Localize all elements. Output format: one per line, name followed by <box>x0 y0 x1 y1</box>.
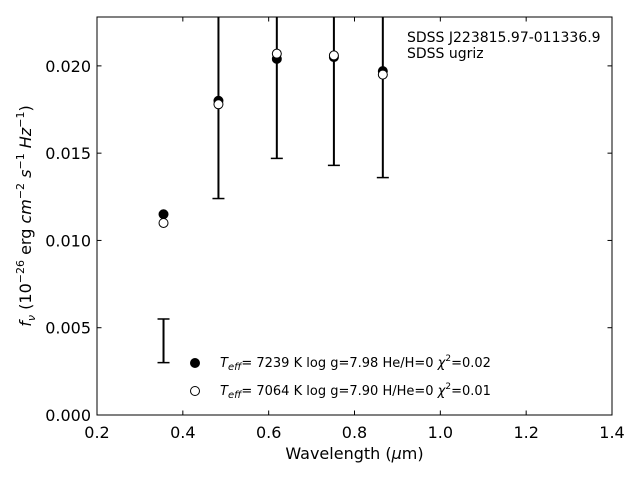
y-tick-label: 0.015 <box>45 144 91 163</box>
y-tick-label: 0.000 <box>45 406 91 425</box>
x-tick-label: 1.4 <box>599 423 624 442</box>
y-tick-label: 0.010 <box>45 231 91 250</box>
legend-entry-1: Teff= 7239 K log g=7.98 He/H=0 χ2=0.02 <box>220 354 491 373</box>
legend-marker-filled <box>190 358 200 368</box>
data-point-open <box>271 48 282 59</box>
x-tick-label: 0.6 <box>256 423 281 442</box>
y-tick-label: 0.005 <box>45 319 91 338</box>
y-tick-label: 0.020 <box>45 57 91 76</box>
legend: Teff= 7239 K log g=7.98 He/H=0 χ2=0.02 T… <box>190 354 491 401</box>
x-tick-label: 0.8 <box>342 423 367 442</box>
data-point-open <box>213 99 224 110</box>
data-point-open <box>328 50 339 61</box>
x-tick-label: 1.0 <box>428 423 453 442</box>
x-tick-label: 1.2 <box>513 423 538 442</box>
annotation-filter-set: SDSS ugriz <box>407 46 484 62</box>
x-tick-label: 0.4 <box>170 423 195 442</box>
legend-entry-2: Teff= 7064 K log g=7.90 H/He=0 χ2=0.01 <box>220 382 491 401</box>
x-axis-label: Wavelength (μm) <box>285 444 423 463</box>
legend-marker-open <box>190 386 200 396</box>
x-tick-label: 0.2 <box>84 423 109 442</box>
data-point-open <box>158 217 169 228</box>
annotation-object-name: SDSS J223815.97-011336.9 <box>407 30 601 46</box>
y-axis-label: fν (10−26 erg cm−2 s−1 Hz−1) <box>14 105 38 326</box>
data-point-open <box>377 69 388 80</box>
data-point-filled <box>158 209 169 220</box>
